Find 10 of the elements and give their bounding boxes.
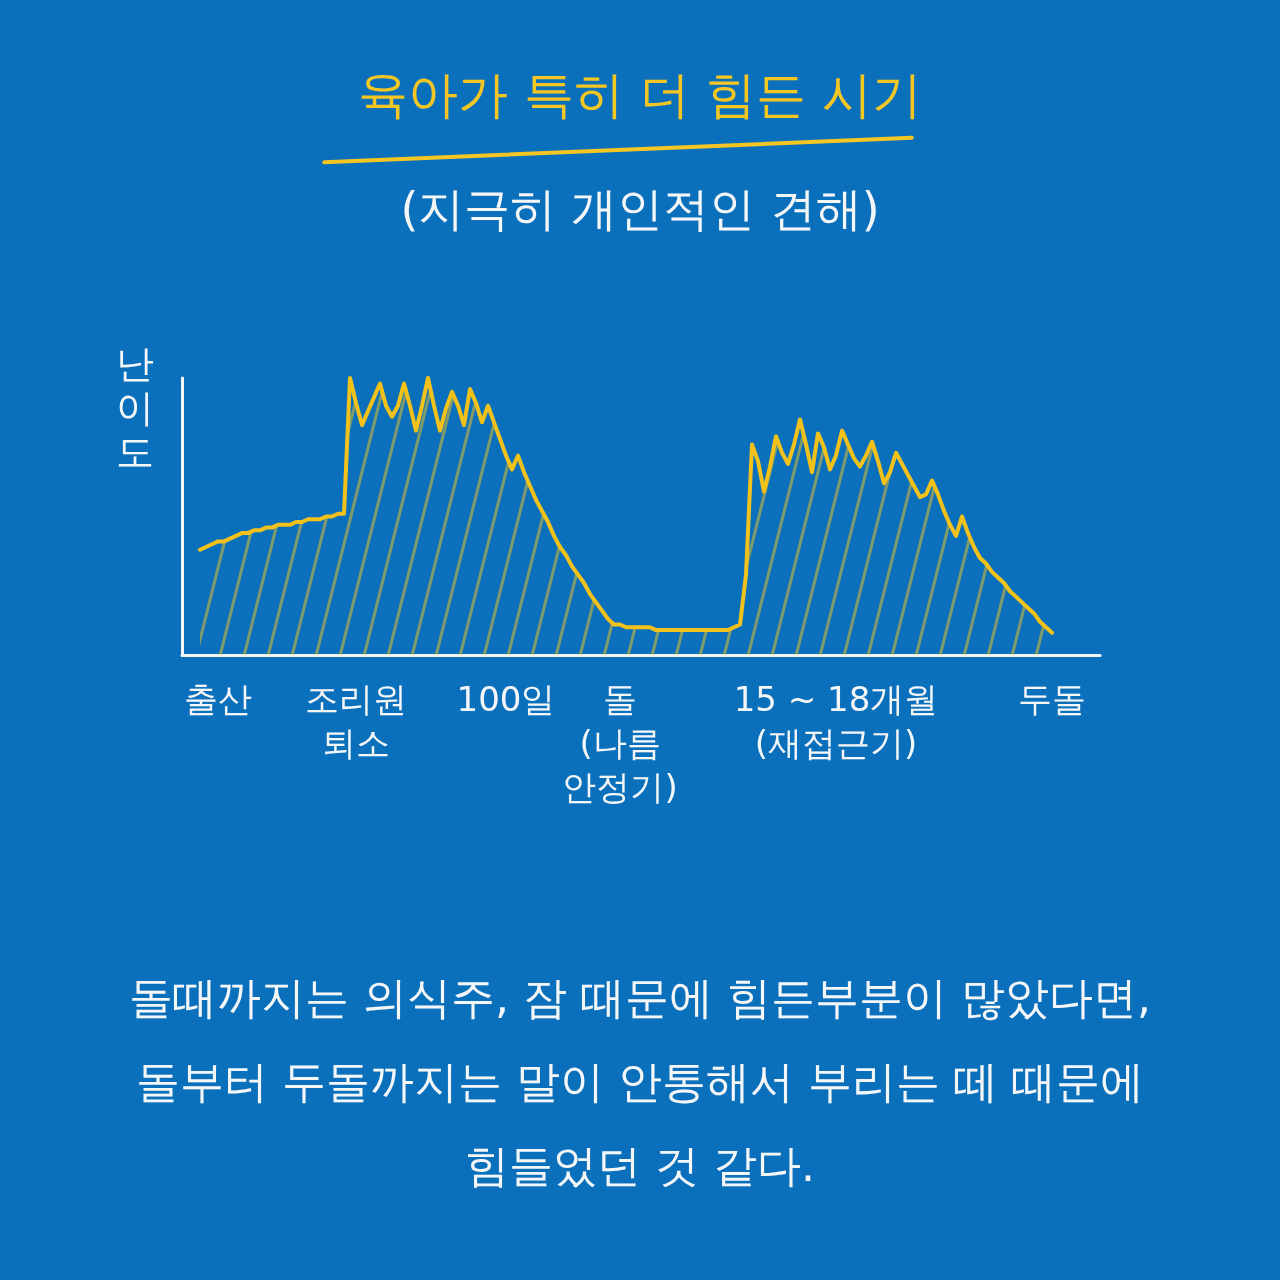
y-axis-title: 난이도 xyxy=(116,342,154,474)
x-tick-label: 두돌 xyxy=(1018,679,1086,719)
x-tick-label: 조리원 퇴소 xyxy=(305,679,407,763)
x-tick-label: 출산 xyxy=(184,679,252,719)
x-tick-label: 돌 (나름 안정기) xyxy=(562,679,678,807)
x-tick-label: 100일 xyxy=(456,679,556,719)
text: 돌때까지는 의식주, 잠 때문에 힘든부분이 많았다면, 돌부터 두돌까지는 말이 안통해서 부리는 떼 때문에 힘들었던 것 같다. xyxy=(129,971,1151,1191)
x-tick-label: 15 ~ 18개월 (재접근기) xyxy=(733,679,939,763)
chart-subtitle: (지극히 개인적인 견해) xyxy=(400,182,880,236)
chart-title: 육아가 특히 더 힘든 시기 xyxy=(358,66,922,124)
